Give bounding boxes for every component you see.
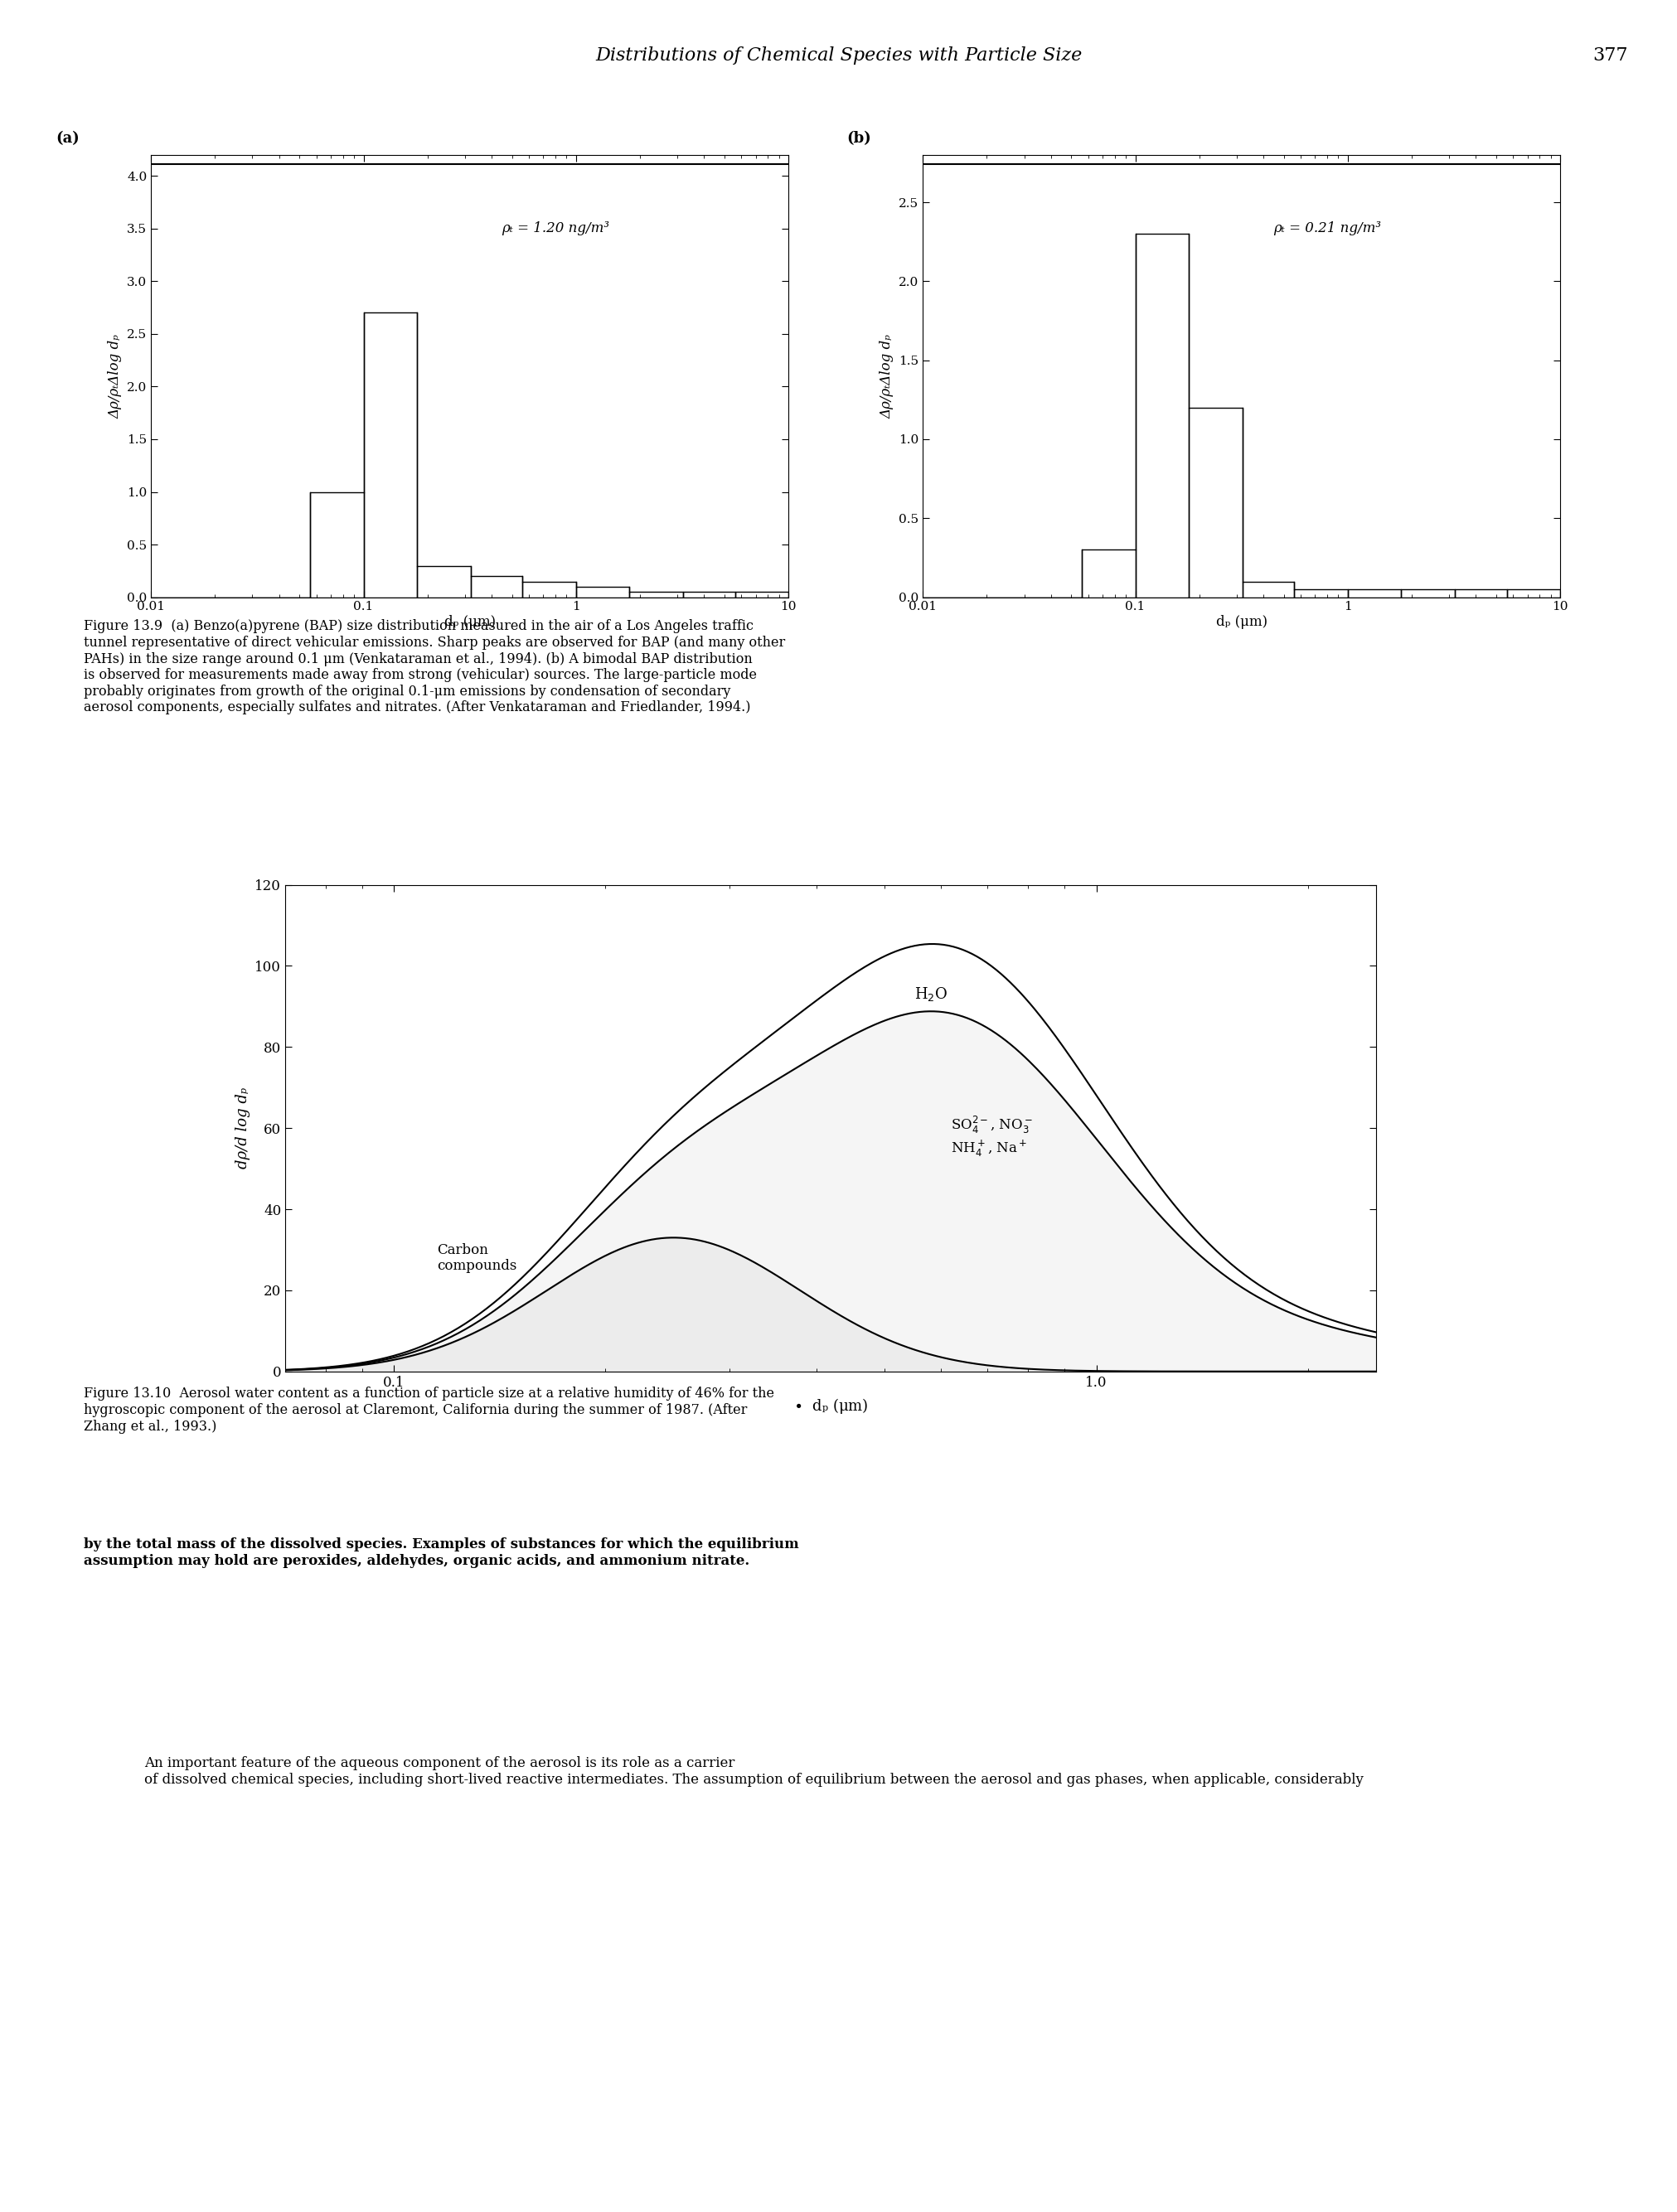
Text: ρₜ = 0.21 ng/m³: ρₜ = 0.21 ng/m³ <box>1273 221 1380 234</box>
Text: by the total mass of the dissolved species. Examples of substances for which the: by the total mass of the dissolved speci… <box>84 1537 798 1568</box>
Y-axis label: Δρ/ρₜΔlog dₚ: Δρ/ρₜΔlog dₚ <box>107 334 122 418</box>
Text: Carbon
compounds: Carbon compounds <box>436 1243 517 1274</box>
Text: (b): (b) <box>845 131 870 146</box>
X-axis label: dₚ (μm): dₚ (μm) <box>444 615 495 628</box>
Y-axis label: dρ/d log dₚ: dρ/d log dₚ <box>235 1088 250 1168</box>
Y-axis label: Δρ/ρₜΔlog dₚ: Δρ/ρₜΔlog dₚ <box>879 334 894 418</box>
Text: Distributions of Chemical Species with Particle Size: Distributions of Chemical Species with P… <box>595 46 1082 64</box>
Text: 377: 377 <box>1591 46 1627 64</box>
Text: SO$_4^{2-}$, NO$_3^-$
NH$_4^+$, Na$^+$: SO$_4^{2-}$, NO$_3^-$ NH$_4^+$, Na$^+$ <box>951 1115 1031 1159</box>
Text: (a): (a) <box>55 131 79 146</box>
X-axis label: dₚ (μm): dₚ (μm) <box>1216 615 1266 628</box>
Text: An important feature of the aqueous component of the aerosol is its role as a ca: An important feature of the aqueous comp… <box>144 1756 1363 1787</box>
X-axis label: $\bullet$  dₚ (μm): $\bullet$ dₚ (μm) <box>793 1396 867 1416</box>
Text: H$_2$O: H$_2$O <box>914 984 948 1002</box>
Text: ρₜ = 1.20 ng/m³: ρₜ = 1.20 ng/m³ <box>501 221 609 234</box>
Text: Figure 13.9  (a) Benzo(a)pyrene (BAP) size distribution measured in the air of a: Figure 13.9 (a) Benzo(a)pyrene (BAP) siz… <box>84 619 785 714</box>
Text: Figure 13.10  Aerosol water content as a function of particle size at a relative: Figure 13.10 Aerosol water content as a … <box>84 1387 775 1433</box>
